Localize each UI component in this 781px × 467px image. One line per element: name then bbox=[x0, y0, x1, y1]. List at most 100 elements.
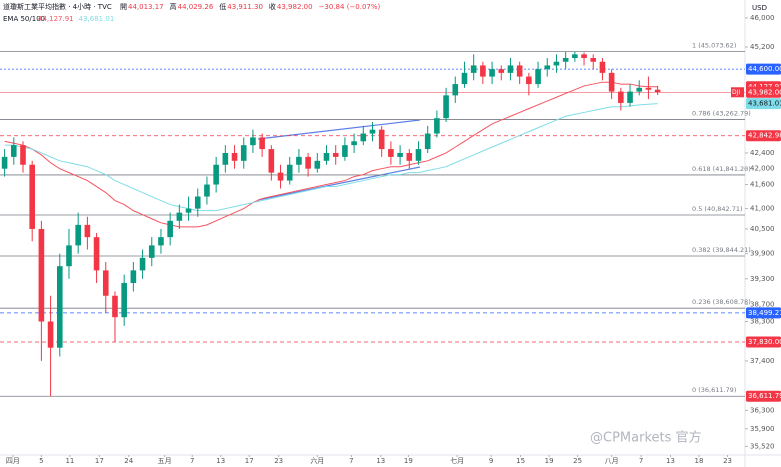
candle-body bbox=[397, 152, 403, 157]
fib-label: 0.236 (38,608.78) bbox=[692, 298, 751, 306]
candle-body bbox=[599, 61, 606, 73]
currency: USD bbox=[752, 4, 767, 12]
candle-body bbox=[231, 152, 238, 161]
ohlc-value: 44,013.17 bbox=[128, 3, 164, 11]
x-tick-label: 24 bbox=[124, 457, 133, 465]
x-tick-label: 七月 bbox=[450, 456, 464, 465]
candle-body bbox=[296, 156, 302, 165]
x-tick-label: 13 bbox=[666, 457, 675, 465]
price-tag bbox=[746, 390, 781, 402]
candle-body bbox=[581, 54, 587, 59]
candle-body bbox=[332, 152, 339, 157]
ohlc-label: 開 bbox=[120, 3, 127, 11]
x-tick-label: 八月 bbox=[605, 457, 619, 465]
candle-body bbox=[277, 172, 284, 181]
candle-body bbox=[645, 87, 652, 90]
x-tick-label: 25 bbox=[573, 457, 582, 465]
ema-value: 43,681.01 bbox=[79, 15, 115, 23]
x-tick-label: 17 bbox=[245, 457, 254, 465]
ema-line bbox=[4, 81, 658, 228]
candle-body bbox=[314, 160, 321, 169]
y-tick-label: 36,300 bbox=[750, 406, 775, 414]
candle-body bbox=[167, 220, 173, 238]
candle-body bbox=[434, 118, 440, 134]
candle-body bbox=[415, 149, 422, 161]
y-tick-label: 40,500 bbox=[750, 225, 775, 233]
candle-body bbox=[56, 266, 63, 348]
y-tick-label: 45,200 bbox=[750, 43, 775, 51]
x-tick-label: 13 bbox=[376, 457, 385, 465]
candle-body bbox=[47, 321, 54, 348]
y-tick-label: 41,000 bbox=[750, 205, 775, 213]
symbol-label: DJI bbox=[732, 89, 740, 96]
candle-body bbox=[526, 76, 532, 85]
price-tag-label: 43,681.01 bbox=[748, 100, 781, 108]
x-tick-label: 五月 bbox=[158, 457, 172, 465]
y-tick-label: 42,000 bbox=[750, 165, 775, 173]
ema-value: 44,127.91 bbox=[38, 15, 74, 23]
candle-body bbox=[654, 89, 661, 93]
ema-line bbox=[4, 103, 658, 212]
candle-body bbox=[130, 270, 137, 284]
candle-body bbox=[388, 149, 394, 157]
y-tick-label: 42,400 bbox=[750, 149, 775, 157]
x-tick-label: 7 bbox=[349, 457, 353, 465]
candle-body bbox=[351, 141, 357, 146]
candle-body bbox=[213, 164, 219, 185]
candle-body bbox=[590, 58, 597, 62]
candle-body bbox=[121, 283, 127, 318]
candle-body bbox=[562, 58, 569, 62]
candle-body bbox=[461, 72, 468, 85]
x-tick-label: 7 bbox=[639, 457, 643, 465]
candle-body bbox=[185, 208, 192, 213]
y-tick-label: 46,000 bbox=[750, 14, 775, 22]
candle-body bbox=[204, 184, 210, 197]
y-tick-label: 39,300 bbox=[750, 275, 775, 283]
price-tag-label: 36,611.79 bbox=[748, 392, 781, 400]
candle-body bbox=[544, 65, 551, 70]
candle-body bbox=[470, 65, 477, 73]
ohlc-label: 高 bbox=[170, 2, 177, 11]
candle-body bbox=[93, 237, 100, 271]
candle-body bbox=[360, 133, 367, 142]
trend-line bbox=[257, 119, 421, 140]
candle-body bbox=[102, 270, 109, 296]
x-tick-label: 19 bbox=[545, 457, 554, 465]
x-tick-label: 7 bbox=[190, 457, 194, 465]
y-tick-label: 35,900 bbox=[750, 425, 775, 433]
candle-body bbox=[286, 164, 293, 181]
fib-label: 0.5 (40,842.71) bbox=[692, 205, 743, 213]
candle-body bbox=[222, 152, 229, 165]
candle-body bbox=[1, 156, 8, 169]
candle-body bbox=[424, 133, 431, 150]
x-tick-label: 11 bbox=[65, 457, 74, 465]
candle-body bbox=[75, 224, 81, 246]
price-tag-label: 37,830.00 bbox=[748, 338, 781, 346]
candle-body bbox=[176, 212, 183, 221]
plot: 1 (45,073.62) 0.786 (43,262.79) 0.618 (41,… bbox=[0, 42, 751, 397]
candle-body bbox=[158, 237, 164, 246]
ohlc-value: −30.84 (−0.07%) bbox=[319, 3, 381, 11]
chart-title: 道瓊斯工業平均指數 · 4小時 · TVC bbox=[3, 2, 112, 11]
x-tick-label: 23 bbox=[274, 457, 283, 465]
y-tick-label: 35,520 bbox=[750, 442, 775, 450]
ohlc-value: 44,029.26 bbox=[178, 3, 214, 11]
candle-body bbox=[148, 245, 155, 258]
price-tag-label: 44,600.00 bbox=[748, 65, 781, 73]
fib-label: 0.786 (43,262.79) bbox=[692, 110, 751, 118]
candle-body bbox=[636, 87, 643, 92]
candle-body bbox=[572, 54, 578, 59]
candle-body bbox=[480, 65, 486, 77]
price-tag bbox=[746, 86, 781, 98]
x-tick-label: 19 bbox=[404, 457, 413, 465]
candle-body bbox=[498, 69, 505, 73]
y-tick-label: 37,400 bbox=[750, 357, 775, 365]
ohlc-value: 43,982.00 bbox=[277, 3, 313, 11]
ohlc-label: 低 bbox=[219, 2, 226, 11]
candle-body bbox=[20, 145, 26, 165]
y-tick-label: 38,700 bbox=[750, 300, 775, 308]
trend-line bbox=[257, 166, 421, 201]
candle-body bbox=[608, 72, 615, 92]
